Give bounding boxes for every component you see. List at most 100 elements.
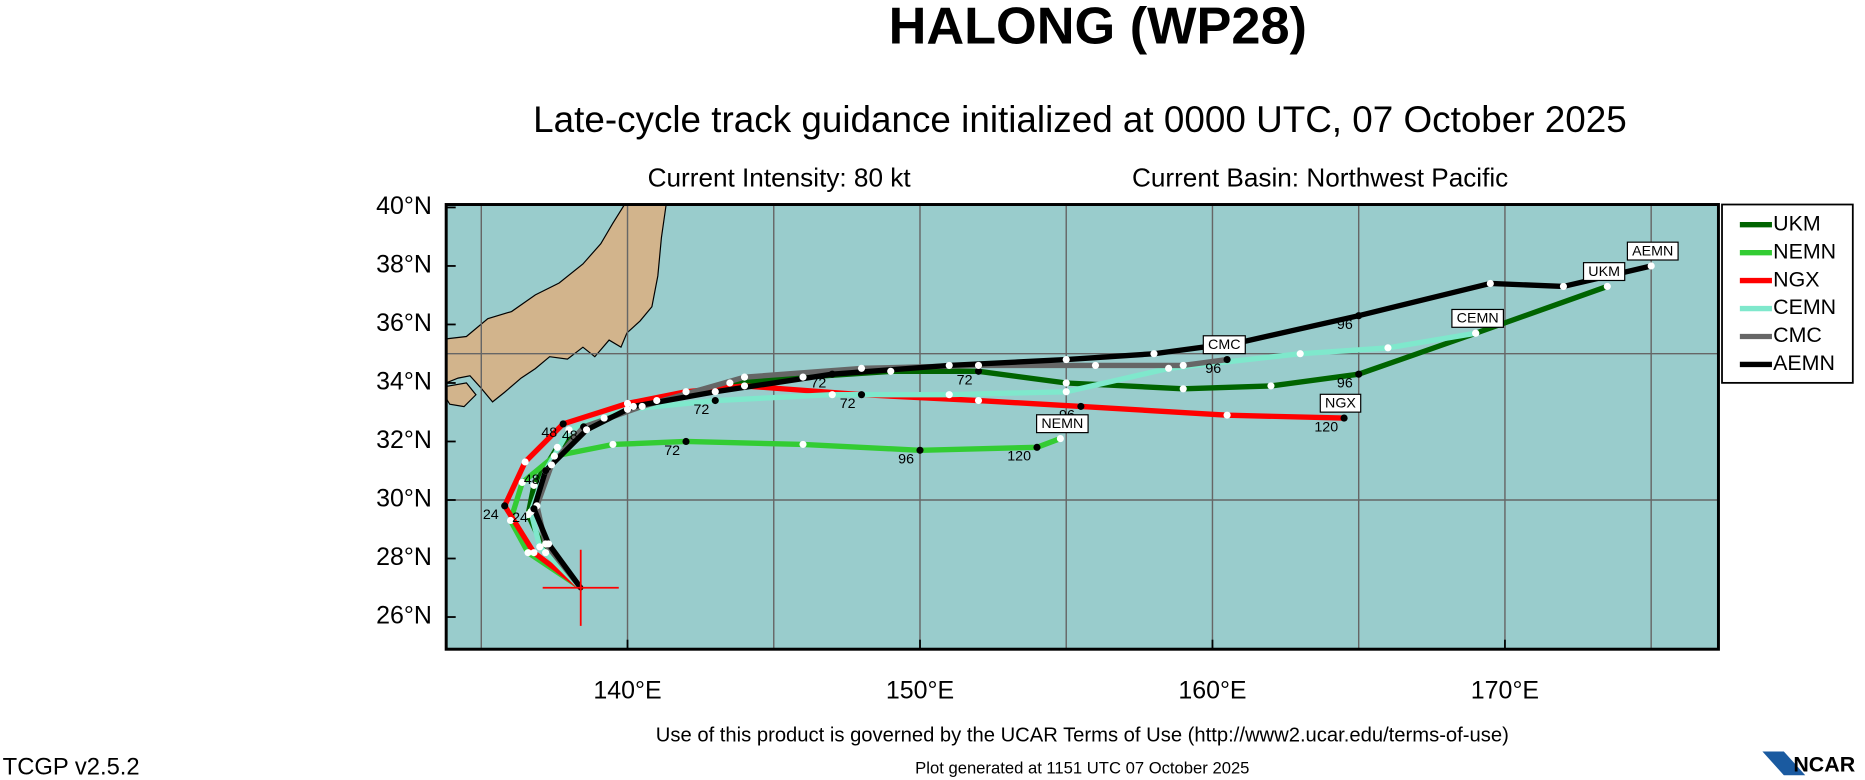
track-point [857,391,866,399]
track-point [1603,282,1611,290]
legend-label: CEMN [1773,295,1836,319]
track-point [916,446,924,454]
x-tick-label: 150°E [886,677,954,705]
track-point [1223,356,1231,364]
track-end-box [1582,262,1626,282]
track-point [1062,379,1070,387]
title: HALONG (WP28) [889,0,1307,56]
grid [446,204,1719,650]
track-point [711,396,719,405]
tau-label: 72 [840,396,856,412]
logo-mark [1762,751,1806,776]
footer-generated: Plot generated at 1151 UTC 07 October 20… [915,759,1249,778]
track-point [553,443,561,451]
honshu [446,204,667,403]
track-point [623,405,632,413]
track-point [1179,361,1187,369]
track-line [534,356,1230,591]
track-point [609,440,617,448]
legend: UKM NEMN NGX CEMN CMC AEMN [1739,211,1836,375]
track-end-text: NGX [1325,396,1356,412]
track-end-box [1451,308,1504,328]
track-point [501,502,509,510]
plot-frame [444,203,1720,651]
track-point [1033,443,1041,451]
track-point [1559,282,1568,290]
track-point [1267,382,1275,390]
y-tick-label: 28°N [376,543,432,571]
track-end-box [1319,393,1362,413]
track-point [1355,370,1363,378]
legend-label: AEMN [1773,351,1835,375]
track-point [547,461,556,469]
footer-terms: Use of this product is governed by the U… [656,724,1509,746]
track-point [726,379,734,387]
logo: NCAR [1793,752,1855,776]
track-end-label: CEMN [1451,308,1504,328]
legend-label: UKM [1773,211,1821,235]
x-tick-label: 170°E [1471,677,1539,705]
track-point [600,414,608,422]
track-point [1340,414,1348,422]
track-end-label: NEMN [1036,414,1089,434]
track-point [1384,344,1392,352]
track-point [682,388,690,396]
track-point [530,481,538,489]
track-point [887,367,895,375]
track-point [857,364,866,372]
track-end-text: NEMN [1041,416,1083,432]
track-point [1077,402,1085,410]
track-point [524,549,532,557]
track-point [1062,388,1070,396]
y-tick-label: 38°N [376,251,432,279]
y-tick-label: 34°N [376,368,432,396]
track-point [536,543,544,551]
tau-label: 96 [1337,375,1353,391]
basin: Current Basin: Northwest Pacific [1132,162,1508,192]
track-point [799,440,807,448]
track-point [629,402,637,410]
track-point [542,549,550,557]
legend-box [1721,203,1854,384]
track-point [682,437,690,446]
y-tick-label: 26°N [376,602,432,630]
track-point [550,452,558,460]
legend-label: CMC [1773,323,1822,347]
tau-label: 96 [1205,361,1221,377]
tau-label: 48 [541,425,557,441]
tau-label: 96 [1337,317,1353,333]
track-point [1223,411,1231,419]
track-point [1296,350,1304,358]
track-point [974,361,983,369]
tau-label: 48 [524,472,540,488]
track-point [542,467,550,475]
tau-label: 72 [810,375,826,391]
track-point [623,399,632,408]
track-point [1647,262,1655,270]
track-end-text: UKM [1588,264,1620,280]
track-point [740,373,749,381]
y-tick-label: 30°N [376,485,432,513]
track-end-label: CMC [1202,335,1246,355]
track-point [583,426,591,434]
track-end-box [1036,414,1089,434]
track-end-label: NGX [1319,393,1362,413]
track-point [638,402,646,410]
tau-label: 24 [512,510,528,526]
track-point [544,540,553,548]
track-point [1355,312,1363,320]
track-point [974,396,983,405]
tau-label: 24 [483,507,499,523]
track-point [799,373,807,381]
track-end-label: UKM [1582,262,1626,282]
tau-label: 48 [562,428,578,444]
y-tick-label: 32°N [376,426,432,454]
track-point [559,420,567,428]
track-point [530,505,538,513]
track-point [1179,385,1187,393]
track-point [1472,329,1480,337]
track-end-text: AEMN [1632,243,1673,259]
track-point [1150,350,1158,358]
track-point [1056,434,1064,443]
